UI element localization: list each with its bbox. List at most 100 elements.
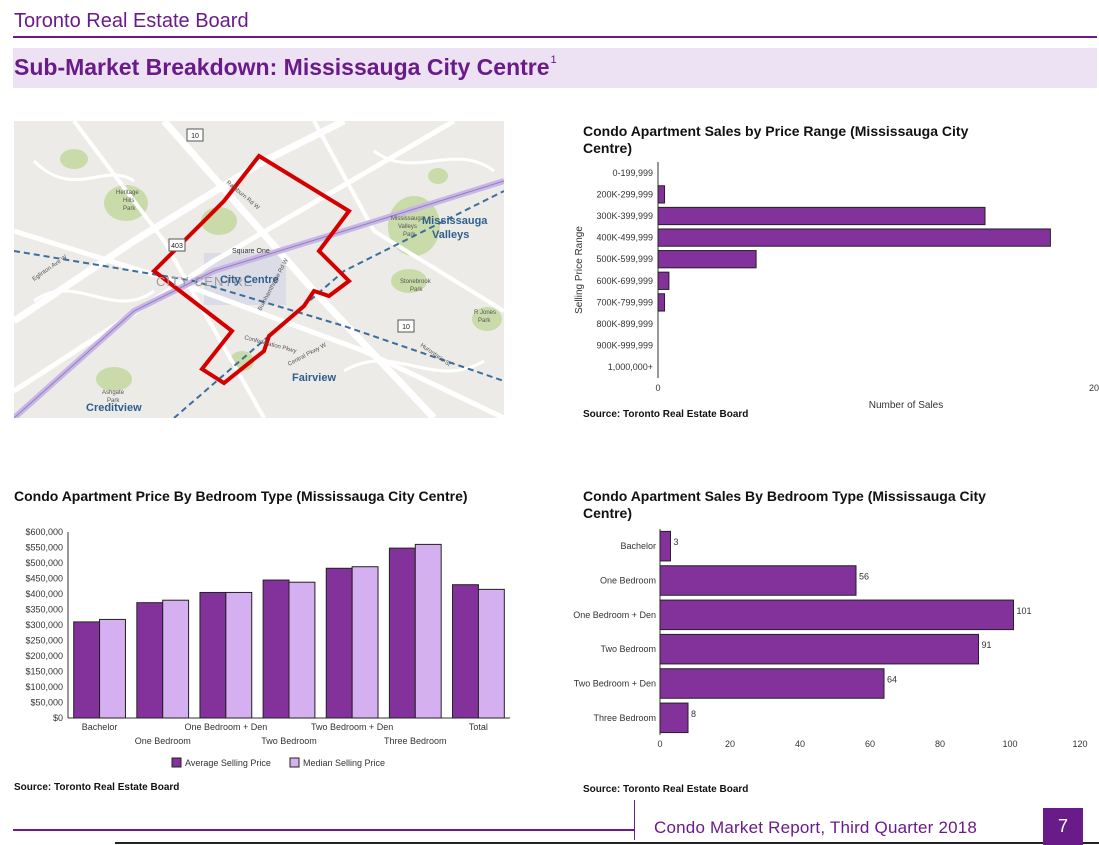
tick-label: Two Bedroom: [600, 644, 656, 654]
y-tick-label: $500,000: [25, 558, 63, 568]
svg-text:Park: Park: [107, 398, 120, 404]
bedroom-sales-source: Source: Toronto Real Estate Board: [583, 784, 749, 795]
svg-text:R Jones: R Jones: [474, 310, 496, 316]
hwy-10-shield: 10: [186, 128, 204, 142]
city-centre-boundary: [150, 153, 353, 386]
svg-text:Park: Park: [410, 287, 423, 293]
svg-text:10: 10: [191, 133, 199, 140]
y-tick-label: $600,000: [25, 527, 63, 537]
footer-bottom-rule: [115, 842, 1099, 844]
park-heritage-hills: [104, 185, 148, 221]
hwy-403-shield: 403: [168, 238, 186, 252]
x-axis-label: Number of Sales: [869, 400, 943, 411]
bar: [477, 588, 505, 719]
bar: [414, 543, 442, 719]
data-label: 3: [674, 537, 679, 547]
bar: [657, 185, 666, 204]
footer-report-title: Condo Market Report, Third Quarter 2018: [654, 818, 978, 837]
bar: [659, 530, 671, 562]
legend-swatch: [289, 757, 300, 768]
sub-market-map: 10 403 10 CITY CENTRE City Centre Missis…: [14, 121, 504, 418]
svg-text:Valleys: Valleys: [398, 224, 417, 230]
footer-rule: [13, 829, 634, 831]
bar: [262, 579, 290, 719]
x-tick-label: Two Bedroom + Den: [311, 722, 393, 732]
park-ashgate: [96, 367, 132, 391]
legend-swatch: [171, 757, 182, 768]
x-tick-label: 20: [725, 739, 735, 749]
header-rule: [13, 36, 1097, 38]
price-range-source: Source: Toronto Real Estate Board: [583, 409, 749, 420]
tick-label: 400K-499,999: [596, 233, 653, 243]
data-label: 56: [859, 572, 869, 582]
y-tick-label: $150,000: [25, 667, 63, 677]
y-tick-label: $0: [53, 713, 63, 723]
map-label-valleys: Valleys: [432, 229, 469, 241]
map-label-fairview: Fairview: [292, 372, 336, 384]
bar: [659, 668, 885, 699]
bar: [659, 633, 979, 665]
bedroom-price-chart: $0 $50,000 $100,000 $150,000 $200,000 $250,00…: [25, 527, 510, 768]
tick-label: 500K-599,999: [596, 254, 653, 264]
tick-label: 700K-799,999: [596, 297, 653, 307]
y-tick-label: $550,000: [25, 543, 63, 553]
x-tick-label: 20: [1089, 383, 1099, 393]
bar: [657, 228, 1051, 247]
bar: [325, 567, 353, 719]
tick-label: 300K-399,999: [596, 211, 653, 221]
bar: [452, 584, 479, 719]
price-range-chart: 0-199,999 200K-299,999 300K-399,999 400K-49…: [574, 162, 1099, 411]
tick-label: 600K-699,999: [596, 276, 653, 286]
park-hickory: [428, 168, 448, 184]
tick-label: 800K-899,999: [596, 319, 653, 329]
page-number: 7: [1043, 808, 1083, 845]
footer-divider: [634, 800, 635, 840]
data-label: 64: [887, 675, 897, 685]
bar: [388, 547, 416, 719]
bar: [99, 618, 126, 719]
bar: [659, 599, 1014, 631]
y-tick-label: $50,000: [30, 698, 63, 708]
x-tick-label: 0: [655, 383, 660, 393]
bar: [225, 591, 253, 719]
bar: [659, 565, 857, 596]
svg-text:Heritage: Heritage: [116, 190, 139, 196]
park-rjones: [472, 307, 502, 331]
legend-label: Median Selling Price: [303, 758, 385, 768]
y-tick-label: $400,000: [25, 589, 63, 599]
svg-text:Hills: Hills: [123, 198, 134, 204]
x-tick-label: 40: [795, 739, 805, 749]
x-tick-label: One Bedroom: [135, 736, 191, 746]
transit-line-2: [173, 190, 504, 418]
y-tick-label: $200,000: [25, 651, 63, 661]
y-axis-label: Selling Price Range: [574, 226, 585, 314]
y-tick-label: $250,000: [25, 636, 63, 646]
x-tick-label: 120: [1072, 739, 1087, 749]
bedroom-price-chart-title: Condo Apartment Price By Bedroom Type (M…: [14, 488, 468, 504]
page-title-text: Sub-Market Breakdown: Mississauga City C…: [14, 54, 550, 80]
y-tick-label: $100,000: [25, 682, 63, 692]
bar: [351, 566, 379, 719]
tick-label: Bachelor: [620, 541, 656, 551]
tick-label: One Bedroom + Den: [573, 610, 656, 620]
map-svg: 10 403 10 CITY CENTRE City Centre Missis…: [14, 121, 504, 418]
bar: [657, 250, 757, 269]
bar: [199, 591, 227, 719]
tick-label: 900K-999,999: [596, 341, 653, 351]
org-name: Toronto Real Estate Board: [14, 10, 249, 32]
price-range-chart-title: Condo Apartment Sales by Price Range (Mi…: [583, 123, 969, 156]
y-tick-label: $450,000: [25, 574, 63, 584]
bar: [136, 602, 164, 719]
x-tick-label: Two Bedroom: [261, 736, 317, 746]
tick-label: Three Bedroom: [593, 713, 656, 723]
svg-text:Ashgate: Ashgate: [102, 390, 125, 396]
svg-text:Park: Park: [478, 318, 491, 324]
park-stonebrook: [391, 269, 427, 293]
footnote-marker: 1: [550, 54, 557, 66]
map-label-mississauga: Mississauga: [422, 215, 488, 227]
x-tick-label: 60: [865, 739, 875, 749]
transit-line-1: [14, 250, 504, 382]
y-tick-label: $300,000: [25, 620, 63, 630]
bar: [288, 581, 316, 719]
bar: [657, 293, 666, 312]
